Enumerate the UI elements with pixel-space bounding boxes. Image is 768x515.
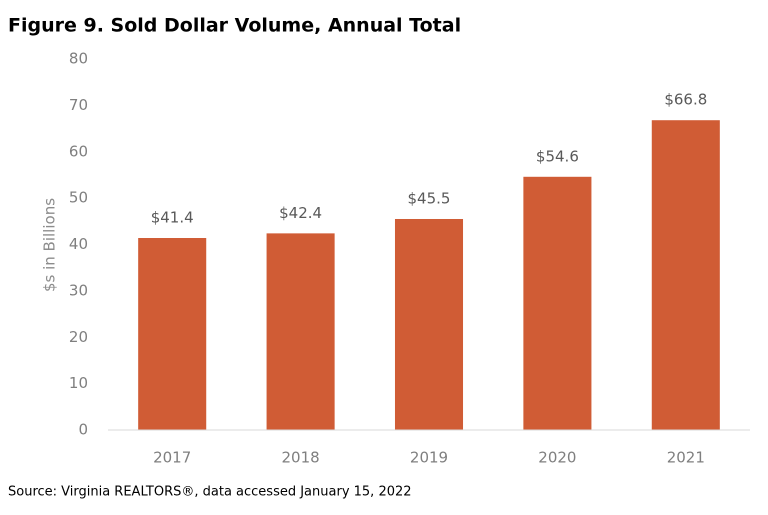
value-label: $54.6 xyxy=(536,147,579,165)
y-tick-label: 60 xyxy=(69,142,88,160)
y-tick-label: 70 xyxy=(69,96,88,114)
value-label: $41.4 xyxy=(151,209,194,227)
bar xyxy=(266,233,335,430)
chart-title: Figure 9. Sold Dollar Volume, Annual Tot… xyxy=(8,15,461,37)
value-label: $45.5 xyxy=(408,189,451,207)
bar xyxy=(523,176,592,430)
value-label: $66.8 xyxy=(664,91,707,109)
y-axis-label: $s in Billions xyxy=(41,198,59,292)
x-tick-label: 2020 xyxy=(538,449,576,467)
y-tick-label: 50 xyxy=(69,189,88,207)
y-tick-label: 0 xyxy=(78,421,88,439)
x-tick-label: 2021 xyxy=(667,449,705,467)
x-tick-label: 2017 xyxy=(153,449,191,467)
y-tick-label: 20 xyxy=(69,328,88,346)
x-tick-label: 2019 xyxy=(410,449,448,467)
y-tick-label: 10 xyxy=(69,374,88,392)
source-note: Source: Virginia REALTORS®, data accesse… xyxy=(8,485,412,500)
bar xyxy=(651,120,720,430)
bar xyxy=(394,218,464,430)
value-label: $42.4 xyxy=(279,204,322,222)
y-tick-label: 80 xyxy=(69,50,88,68)
y-tick-label: 30 xyxy=(69,281,88,299)
y-tick-label: 40 xyxy=(69,235,88,253)
x-tick-label: 2018 xyxy=(282,449,320,467)
bar xyxy=(138,238,207,430)
